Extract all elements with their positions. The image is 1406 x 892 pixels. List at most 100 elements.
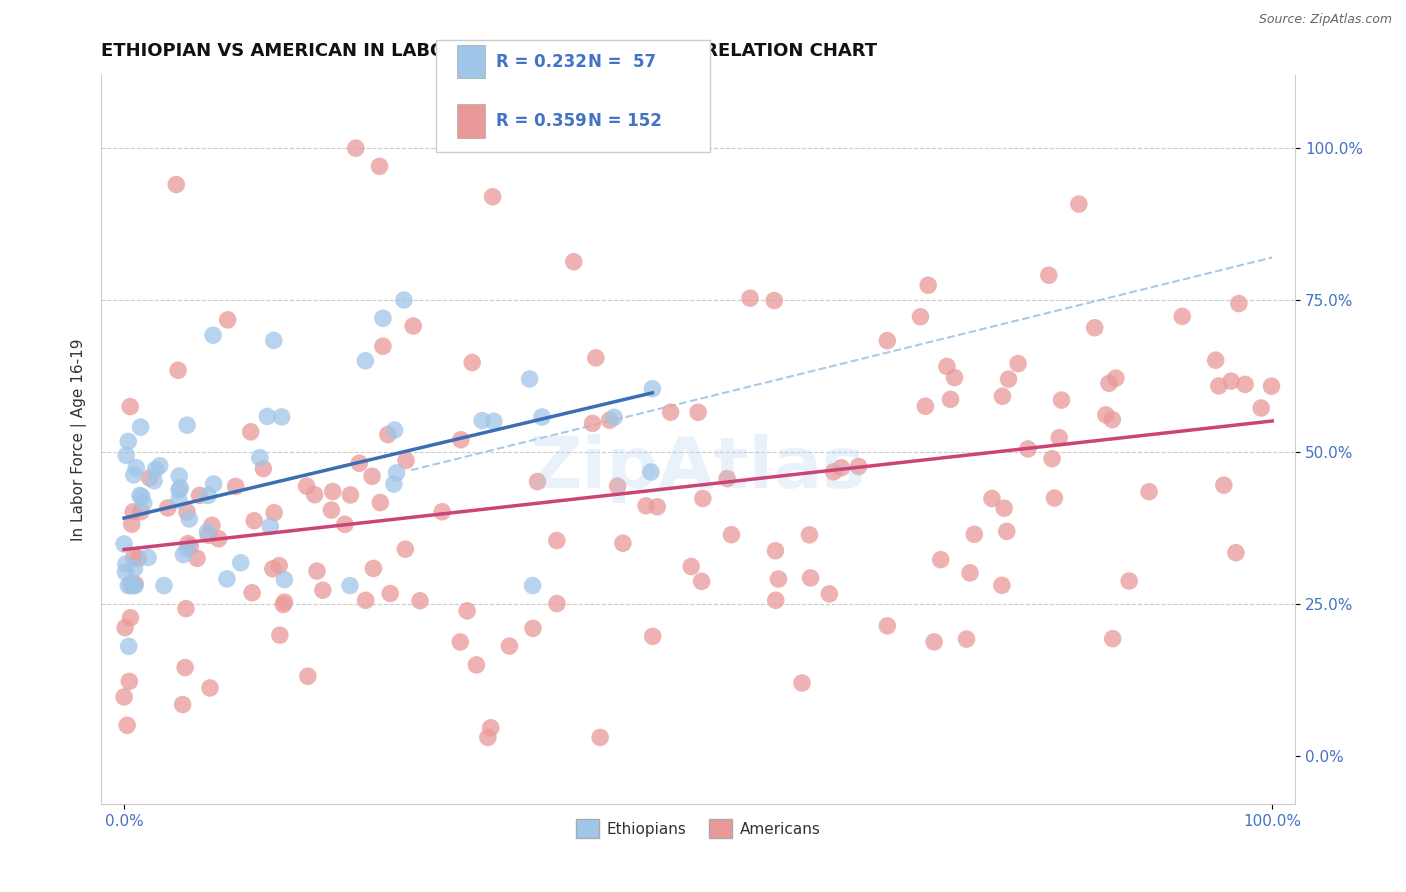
Point — [114, 621, 136, 635]
Point — [127, 551, 149, 566]
Point — [1212, 478, 1234, 492]
Point — [917, 278, 939, 293]
Point — [240, 586, 263, 600]
Point — [273, 595, 295, 609]
Point — [295, 479, 318, 493]
Text: ETHIOPIAN VS AMERICAN IN LABOR FORCE | AGE 16-19 CORRELATION CHART: ETHIOPIAN VS AMERICAN IN LABOR FORCE | A… — [101, 42, 877, 60]
Point — [271, 598, 294, 612]
Point — [239, 425, 262, 439]
Point — [394, 542, 416, 557]
Point — [765, 593, 787, 607]
Point — [799, 528, 821, 542]
Point — [1043, 491, 1066, 505]
Point — [270, 409, 292, 424]
Point — [156, 500, 179, 515]
Point — [599, 413, 621, 427]
Point — [943, 370, 966, 384]
Point — [305, 564, 328, 578]
Point — [215, 572, 238, 586]
Point — [177, 536, 200, 550]
Point — [122, 549, 145, 564]
Point — [124, 578, 146, 592]
Point — [122, 467, 145, 482]
Point — [321, 503, 343, 517]
Point — [120, 611, 142, 625]
Point — [115, 718, 138, 732]
Point — [149, 458, 172, 473]
Point — [256, 409, 278, 424]
Point — [273, 573, 295, 587]
Point — [1220, 374, 1243, 388]
Point — [1250, 401, 1272, 415]
Point — [304, 488, 326, 502]
Point — [198, 681, 221, 695]
Point — [371, 311, 394, 326]
Point — [176, 418, 198, 433]
Point — [1137, 484, 1160, 499]
Point — [546, 533, 568, 548]
Point — [641, 629, 664, 643]
Point — [153, 578, 176, 592]
Point — [269, 628, 291, 642]
Point — [202, 477, 225, 491]
Point — [380, 586, 402, 600]
Point — [114, 565, 136, 579]
Point — [172, 548, 194, 562]
Point — [384, 423, 406, 437]
Point — [1260, 379, 1282, 393]
Text: N =  57: N = 57 — [588, 53, 655, 70]
Point — [471, 414, 494, 428]
Point — [409, 593, 432, 607]
Point — [681, 559, 703, 574]
Point — [955, 632, 977, 646]
Point — [129, 488, 152, 502]
Point — [363, 561, 385, 575]
Point — [939, 392, 962, 407]
Point — [122, 578, 145, 592]
Point — [132, 496, 155, 510]
Point — [481, 190, 503, 204]
Point — [963, 527, 986, 541]
Point — [269, 558, 291, 573]
Point — [929, 552, 952, 566]
Point — [690, 574, 713, 589]
Point — [910, 310, 932, 324]
Point — [263, 334, 285, 348]
Point — [450, 433, 472, 447]
Point — [179, 540, 201, 554]
Point — [115, 557, 138, 571]
Point — [818, 587, 841, 601]
Point — [1171, 310, 1194, 324]
Point — [117, 434, 139, 449]
Point — [333, 517, 356, 532]
Point — [1118, 574, 1140, 588]
Point — [125, 460, 148, 475]
Point — [530, 410, 553, 425]
Point — [297, 669, 319, 683]
Point — [202, 328, 225, 343]
Point — [263, 506, 285, 520]
Point — [645, 500, 668, 514]
Point — [716, 472, 738, 486]
Point — [765, 543, 787, 558]
Point — [115, 449, 138, 463]
Point — [392, 293, 415, 307]
Point — [1084, 320, 1107, 334]
Legend: Ethiopians, Americans: Ethiopians, Americans — [569, 814, 827, 844]
Point — [124, 577, 146, 591]
Text: R = 0.232: R = 0.232 — [496, 53, 588, 70]
Point — [477, 731, 499, 745]
Point — [800, 571, 823, 585]
Point — [117, 578, 139, 592]
Point — [129, 420, 152, 434]
Point — [997, 372, 1019, 386]
Point — [361, 469, 384, 483]
Point — [252, 461, 274, 475]
Point — [169, 481, 191, 495]
Point — [354, 593, 377, 607]
Point — [138, 471, 160, 485]
Point — [172, 698, 194, 712]
Point — [262, 562, 284, 576]
Point — [692, 491, 714, 506]
Point — [201, 518, 224, 533]
